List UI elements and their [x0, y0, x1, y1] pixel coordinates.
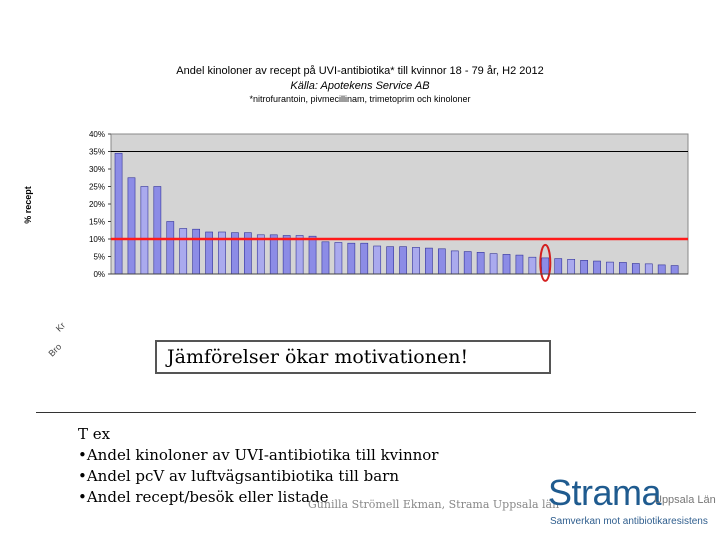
y-tick-label: 30% — [89, 165, 105, 174]
separator-line — [36, 412, 696, 413]
author-credit: Gunilla Strömell Ekman, Strama Uppsala l… — [308, 498, 560, 511]
bar — [399, 246, 407, 275]
bar — [463, 251, 472, 275]
bar — [554, 258, 563, 275]
y-tick-label: 20% — [89, 200, 105, 209]
chart-title-block: Andel kinoloner av recept på UVI-antibio… — [110, 64, 610, 105]
bar — [153, 186, 162, 275]
bar — [179, 228, 188, 275]
bar — [437, 248, 446, 275]
y-tick-label: 5% — [93, 253, 105, 262]
bar — [127, 177, 136, 275]
bar — [256, 234, 265, 275]
y-tick-label: 40% — [89, 130, 105, 139]
bar — [593, 260, 601, 275]
bar — [580, 260, 588, 275]
y-tick-label: 35% — [89, 148, 105, 157]
bar — [269, 234, 278, 275]
bar — [114, 152, 123, 275]
bar — [606, 261, 614, 275]
y-tick-label: 15% — [89, 218, 105, 227]
logo-region: Uppsala Län — [654, 494, 716, 506]
logo-tagline: Samverkan mot antibiotikaresistens — [550, 516, 708, 527]
bar — [450, 250, 459, 275]
bar — [528, 256, 537, 275]
bar — [373, 245, 382, 275]
faded-text-1: Kr — [53, 320, 68, 334]
bar — [619, 262, 627, 275]
bar — [282, 235, 291, 275]
bar — [166, 221, 175, 275]
bullet-item: •Andel recept/besök eller listade — [78, 488, 329, 506]
y-tick-label: 25% — [89, 183, 105, 192]
bar — [347, 242, 356, 275]
chart-title: Andel kinoloner av recept på UVI-antibio… — [176, 65, 544, 77]
bar — [295, 235, 304, 275]
bar — [412, 247, 420, 275]
y-tick-label: 0% — [93, 270, 105, 279]
chart-subtitle: Källa: Apotekens Service AB — [290, 80, 430, 92]
bar — [489, 253, 498, 275]
bullet-heading: T ex — [78, 425, 111, 443]
chart-footnote: *nitrofurantoin, pivmecillinam, trimetop… — [249, 94, 471, 104]
logo-wordmark: Strama — [548, 472, 662, 513]
bar — [321, 241, 330, 275]
bar — [386, 246, 394, 275]
bar — [631, 263, 640, 275]
bar — [567, 258, 576, 275]
bar — [541, 257, 550, 275]
y-tick-label: 10% — [89, 235, 105, 244]
bar — [515, 254, 524, 275]
highlight-ellipse — [539, 243, 552, 282]
bar-chart: 0% 5% 10% 15% 20% 25% 30% 35% 40% — [89, 130, 689, 282]
bar — [334, 242, 343, 275]
bar — [425, 247, 433, 275]
bar — [502, 254, 511, 275]
bar — [476, 252, 485, 275]
bullet-list: T ex •Andel kinoloner av UVI-antibiotika… — [78, 424, 438, 508]
bar — [192, 228, 201, 275]
bar — [657, 264, 666, 275]
bullet-item: •Andel kinoloner av UVI-antibiotika till… — [78, 446, 439, 464]
bar — [644, 263, 653, 275]
callout-box: Jämförelser ökar motivationen! — [155, 340, 551, 374]
bar — [670, 265, 679, 275]
bullet-item: •Andel pcV av luftvägsantibiotika till b… — [78, 467, 399, 485]
strama-logo: Strama Uppsala Län Samverkan mot antibio… — [548, 470, 718, 532]
faded-text-2: Bro — [46, 341, 64, 359]
bar — [308, 235, 317, 275]
bar — [360, 242, 369, 275]
bar — [140, 186, 149, 275]
